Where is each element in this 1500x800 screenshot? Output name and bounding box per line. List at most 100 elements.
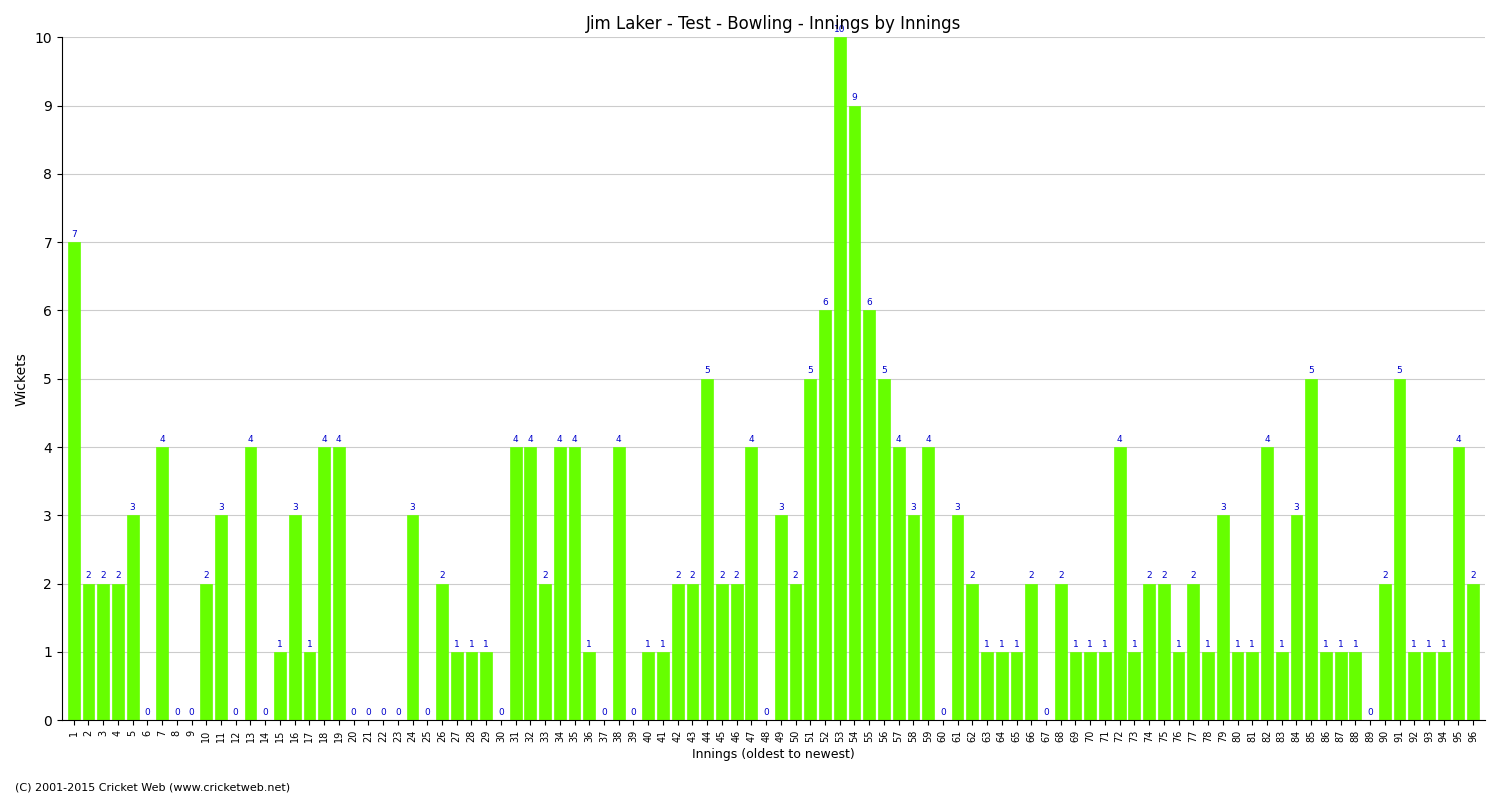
Text: 3: 3 bbox=[129, 503, 135, 512]
Bar bbox=[922, 447, 934, 720]
Bar bbox=[1276, 652, 1287, 720]
Text: 2: 2 bbox=[792, 571, 798, 580]
Bar bbox=[746, 447, 758, 720]
Text: 2: 2 bbox=[734, 571, 740, 580]
Bar bbox=[702, 378, 712, 720]
Bar bbox=[201, 584, 211, 720]
Text: 1: 1 bbox=[660, 639, 666, 649]
Text: 2: 2 bbox=[1058, 571, 1064, 580]
Bar bbox=[951, 515, 963, 720]
Text: 0: 0 bbox=[144, 708, 150, 717]
Bar bbox=[730, 584, 742, 720]
Text: 1: 1 bbox=[1412, 639, 1418, 649]
Bar bbox=[804, 378, 816, 720]
Text: 4: 4 bbox=[513, 434, 519, 444]
Text: 1: 1 bbox=[645, 639, 651, 649]
Text: 4: 4 bbox=[896, 434, 902, 444]
Text: 1: 1 bbox=[1234, 639, 1240, 649]
Text: 2: 2 bbox=[86, 571, 92, 580]
Bar bbox=[510, 447, 522, 720]
Bar bbox=[244, 447, 256, 720]
Text: 0: 0 bbox=[764, 708, 770, 717]
Text: 1: 1 bbox=[454, 639, 459, 649]
Bar bbox=[1320, 652, 1332, 720]
Text: 4: 4 bbox=[572, 434, 578, 444]
Text: 1: 1 bbox=[1014, 639, 1020, 649]
Bar bbox=[849, 106, 861, 720]
Bar bbox=[1232, 652, 1244, 720]
Bar bbox=[1246, 652, 1258, 720]
Text: 1: 1 bbox=[306, 639, 312, 649]
Text: 4: 4 bbox=[336, 434, 342, 444]
Bar bbox=[1173, 652, 1185, 720]
Text: 2: 2 bbox=[718, 571, 724, 580]
Text: 4: 4 bbox=[159, 434, 165, 444]
Text: 2: 2 bbox=[1146, 571, 1152, 580]
Bar bbox=[819, 310, 831, 720]
Bar bbox=[156, 447, 168, 720]
Bar bbox=[568, 447, 580, 720]
Text: 2: 2 bbox=[1029, 571, 1033, 580]
Text: 4: 4 bbox=[1264, 434, 1270, 444]
Bar bbox=[1467, 584, 1479, 720]
Text: 1: 1 bbox=[1338, 639, 1344, 649]
Text: 0: 0 bbox=[630, 708, 636, 717]
Text: 3: 3 bbox=[292, 503, 297, 512]
Text: 0: 0 bbox=[602, 708, 608, 717]
Text: 1: 1 bbox=[483, 639, 489, 649]
Bar bbox=[1216, 515, 1228, 720]
Bar bbox=[1305, 378, 1317, 720]
Text: 2: 2 bbox=[100, 571, 106, 580]
Bar bbox=[333, 447, 345, 720]
Text: 4: 4 bbox=[528, 434, 532, 444]
Text: 1: 1 bbox=[999, 639, 1005, 649]
X-axis label: Innings (oldest to newest): Innings (oldest to newest) bbox=[692, 748, 855, 761]
Bar bbox=[290, 515, 300, 720]
Bar bbox=[525, 447, 537, 720]
Text: 2: 2 bbox=[204, 571, 209, 580]
Text: 4: 4 bbox=[1118, 434, 1122, 444]
Text: 5: 5 bbox=[1308, 366, 1314, 375]
Bar bbox=[966, 584, 978, 720]
Text: 3: 3 bbox=[954, 503, 960, 512]
Text: 3: 3 bbox=[410, 503, 416, 512]
Text: 4: 4 bbox=[321, 434, 327, 444]
Bar bbox=[452, 652, 462, 720]
Text: 0: 0 bbox=[262, 708, 268, 717]
Bar bbox=[1408, 652, 1420, 720]
Text: 0: 0 bbox=[1042, 708, 1048, 717]
Text: 2: 2 bbox=[543, 571, 548, 580]
Text: 1: 1 bbox=[1176, 639, 1182, 649]
Text: 4: 4 bbox=[248, 434, 254, 444]
Text: 5: 5 bbox=[807, 366, 813, 375]
Text: (C) 2001-2015 Cricket Web (www.cricketweb.net): (C) 2001-2015 Cricket Web (www.cricketwe… bbox=[15, 782, 290, 792]
Bar bbox=[834, 38, 846, 720]
Text: 1: 1 bbox=[1102, 639, 1108, 649]
Text: 0: 0 bbox=[380, 708, 386, 717]
Bar bbox=[1128, 652, 1140, 720]
Bar bbox=[1262, 447, 1274, 720]
Bar bbox=[112, 584, 125, 720]
Bar bbox=[1054, 584, 1066, 720]
Bar bbox=[1011, 652, 1023, 720]
Bar bbox=[981, 652, 993, 720]
Text: 2: 2 bbox=[1191, 571, 1196, 580]
Bar bbox=[1378, 584, 1390, 720]
Bar bbox=[1100, 652, 1112, 720]
Bar bbox=[996, 652, 1008, 720]
Text: 5: 5 bbox=[880, 366, 886, 375]
Text: 4: 4 bbox=[926, 434, 932, 444]
Text: 0: 0 bbox=[394, 708, 400, 717]
Text: 0: 0 bbox=[940, 708, 945, 717]
Bar bbox=[1394, 378, 1406, 720]
Text: 1: 1 bbox=[1426, 639, 1432, 649]
Bar bbox=[1290, 515, 1302, 720]
Title: Jim Laker - Test - Bowling - Innings by Innings: Jim Laker - Test - Bowling - Innings by … bbox=[586, 15, 962, 33]
Text: 2: 2 bbox=[690, 571, 694, 580]
Text: 4: 4 bbox=[748, 434, 754, 444]
Text: 4: 4 bbox=[556, 434, 562, 444]
Text: 5: 5 bbox=[1396, 366, 1402, 375]
Text: 0: 0 bbox=[366, 708, 370, 717]
Bar bbox=[1143, 584, 1155, 720]
Text: 0: 0 bbox=[351, 708, 357, 717]
